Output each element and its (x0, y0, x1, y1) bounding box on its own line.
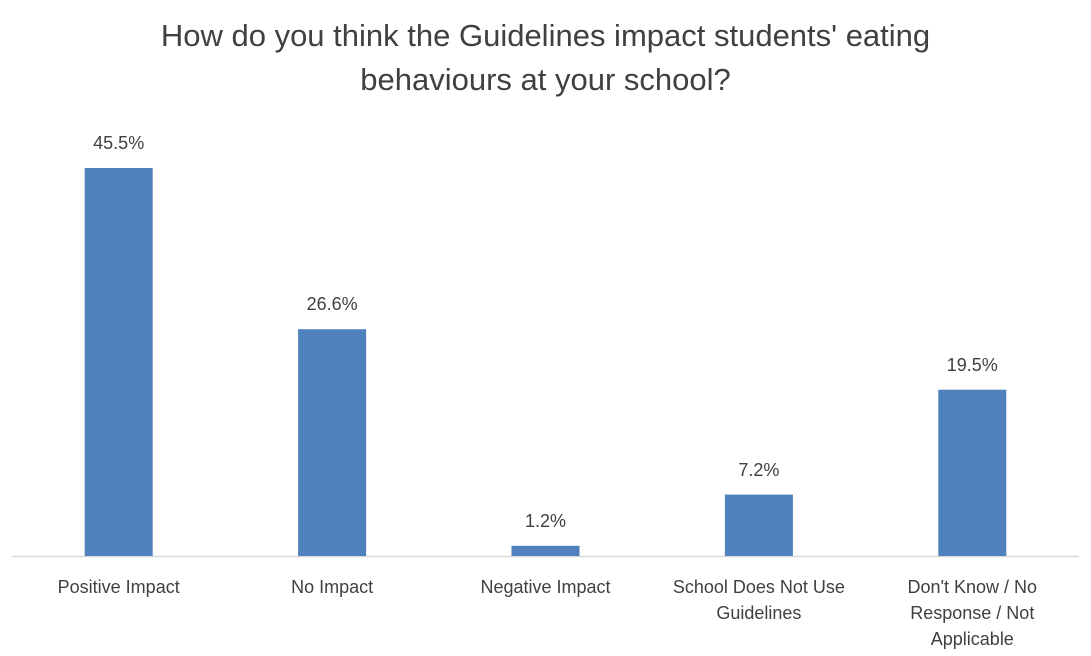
value-label-1: 26.6% (306, 294, 358, 315)
chart-title-line-2: behaviours at your school? (360, 62, 731, 97)
category-label-3-line-0: School Does Not Use (672, 577, 845, 597)
category-label-3: School Does Not Use Guidelines (664, 574, 854, 626)
bar-0 (84, 168, 153, 556)
category-label-4: Don't Know / No Response / Not Applicable (877, 574, 1067, 652)
value-label-2: 1.2% (524, 510, 567, 531)
category-label-1: No Impact (237, 574, 427, 600)
value-label-3: 7.2% (738, 459, 780, 480)
bar-2 (511, 545, 580, 556)
value-label-0: 45.5% (93, 133, 145, 153)
category-label-2-line-0: Negative Impact (480, 577, 611, 597)
bar-1 (298, 329, 367, 556)
category-label-4-line-0: Don't Know / No (907, 577, 1038, 597)
value-label-4: 19.5% (946, 354, 998, 375)
chart-title-line-1: How do you think the Guidelines impact s… (160, 18, 931, 53)
category-label-0: Positive Impact (24, 574, 214, 600)
category-label-0-line-0: Positive Impact (57, 577, 180, 597)
bar-3 (724, 494, 793, 556)
chart-title: How do you think the Guidelines impact s… (0, 14, 1091, 102)
category-label-3-line-1: Guidelines (716, 603, 802, 623)
category-label-4-line-1: Response / Not (910, 603, 1035, 623)
bar-4 (938, 389, 1007, 556)
category-label-4-line-2: Applicable (930, 629, 1014, 649)
category-label-2: Negative Impact (451, 574, 641, 600)
category-label-1-line-0: No Impact (291, 577, 374, 597)
